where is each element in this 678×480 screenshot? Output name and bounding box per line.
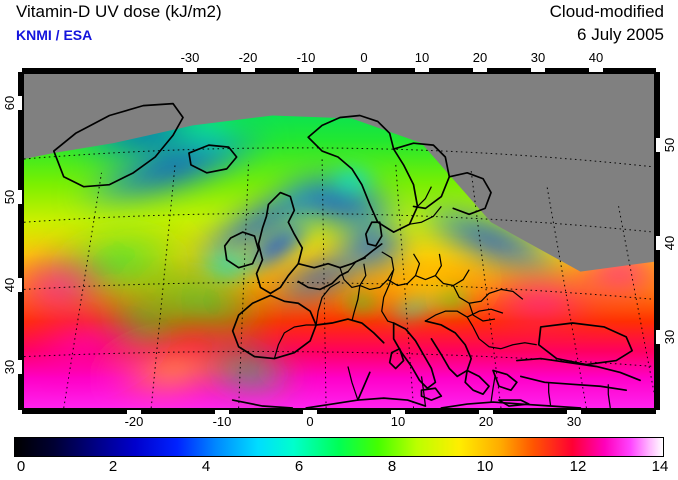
tick-left-0 bbox=[18, 96, 22, 110]
tick-right-2 bbox=[656, 330, 660, 344]
axis-right-label-1: 40 bbox=[662, 236, 677, 250]
product-mode-label: Cloud-modified bbox=[549, 2, 664, 21]
tick-top-4 bbox=[415, 68, 429, 72]
page-title: Vitamin-D UV dose (kJ/m2) bbox=[16, 2, 222, 21]
no-data-region bbox=[24, 74, 654, 272]
axis-right-label-1-text: 40 bbox=[662, 235, 677, 251]
axis-top-label-5: 20 bbox=[472, 50, 488, 65]
tick-left-1 bbox=[18, 190, 22, 204]
tick-top-1 bbox=[241, 68, 255, 72]
axis-left-label-2: 40 bbox=[2, 278, 17, 292]
axis-left-label-1: 50 bbox=[2, 190, 17, 204]
colorbar-label-6: 12 bbox=[569, 458, 587, 475]
axis-left-label-0-text: 60 bbox=[2, 95, 17, 111]
axis-bottom-label-4: 20 bbox=[478, 414, 494, 429]
colorbar-gradient bbox=[14, 437, 664, 457]
tick-top-7 bbox=[589, 68, 603, 72]
tick-bottom-3 bbox=[391, 410, 405, 414]
tick-bottom-4 bbox=[479, 410, 493, 414]
axis-left-label-2-text: 40 bbox=[2, 277, 17, 293]
tick-bottom-5 bbox=[567, 410, 581, 414]
axis-right-label-2: 30 bbox=[662, 330, 677, 344]
axis-top-label-1: -20 bbox=[238, 50, 258, 65]
tick-bottom-2 bbox=[303, 410, 317, 414]
colorbar-container bbox=[14, 437, 664, 457]
observation-date: 6 July 2005 bbox=[577, 25, 664, 44]
axis-right-label-0: 50 bbox=[662, 138, 677, 152]
axis-top bbox=[22, 68, 656, 72]
axis-left bbox=[18, 72, 22, 410]
axis-bottom bbox=[22, 410, 656, 414]
tick-left-2 bbox=[18, 278, 22, 292]
axis-left-label-1-text: 50 bbox=[2, 189, 17, 205]
axis-top-label-4: 10 bbox=[414, 50, 430, 65]
axis-bottom-label-5: 30 bbox=[566, 414, 582, 429]
axis-top-label-3: 0 bbox=[360, 50, 368, 65]
chart-header: Vitamin-D UV dose (kJ/m2) KNMI / ESA Clo… bbox=[0, 0, 678, 48]
colorbar-label-7: 14 bbox=[651, 458, 669, 475]
tick-top-5 bbox=[473, 68, 487, 72]
tick-bottom-1 bbox=[215, 410, 229, 414]
axis-top-label-7: 40 bbox=[588, 50, 604, 65]
colorbar-label-2: 4 bbox=[201, 458, 211, 475]
uv-dose-heatmap bbox=[24, 74, 654, 408]
tick-right-1 bbox=[656, 236, 660, 250]
axis-top-label-2: -10 bbox=[296, 50, 316, 65]
axis-right-label-0-text: 50 bbox=[662, 137, 677, 153]
axis-bottom-label-0: -20 bbox=[124, 414, 144, 429]
tick-right-0 bbox=[656, 138, 660, 152]
tick-left-3 bbox=[18, 360, 22, 374]
axis-left-label-3-text: 30 bbox=[2, 359, 17, 375]
map-plot-area bbox=[22, 72, 656, 410]
colorbar-label-1: 2 bbox=[108, 458, 118, 475]
country-borders bbox=[273, 186, 611, 408]
colorbar-label-4: 8 bbox=[387, 458, 397, 475]
axis-top-label-0: -30 bbox=[180, 50, 200, 65]
tick-top-0 bbox=[183, 68, 197, 72]
axis-bottom-label-2: 0 bbox=[306, 414, 314, 429]
tick-top-2 bbox=[299, 68, 313, 72]
tick-top-3 bbox=[357, 68, 371, 72]
axis-top-label-6: 30 bbox=[530, 50, 546, 65]
axis-right-label-2-text: 30 bbox=[662, 329, 677, 345]
tick-top-6 bbox=[531, 68, 545, 72]
agency-subtitle: KNMI / ESA bbox=[16, 27, 93, 43]
axis-bottom-label-1: -10 bbox=[212, 414, 232, 429]
coastlines bbox=[52, 102, 641, 408]
colorbar-label-0: 0 bbox=[16, 458, 26, 475]
axis-left-label-3: 30 bbox=[2, 360, 17, 374]
colorbar-label-5: 10 bbox=[476, 458, 494, 475]
graticule bbox=[24, 147, 654, 408]
axis-left-label-0: 60 bbox=[2, 96, 17, 110]
colorbar-label-3: 6 bbox=[294, 458, 304, 475]
axis-bottom-label-3: 10 bbox=[390, 414, 406, 429]
tick-bottom-0 bbox=[127, 410, 141, 414]
